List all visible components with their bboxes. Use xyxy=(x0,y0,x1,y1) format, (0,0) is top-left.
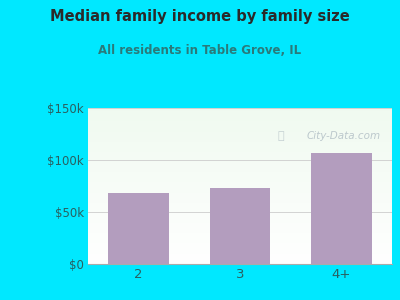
Text: All residents in Table Grove, IL: All residents in Table Grove, IL xyxy=(98,44,302,56)
Bar xyxy=(108,193,169,264)
Text: Ⓜ: Ⓜ xyxy=(278,131,284,141)
Text: City-Data.com: City-Data.com xyxy=(307,131,381,141)
Bar xyxy=(311,153,372,264)
Bar xyxy=(210,188,270,264)
Text: Median family income by family size: Median family income by family size xyxy=(50,9,350,24)
